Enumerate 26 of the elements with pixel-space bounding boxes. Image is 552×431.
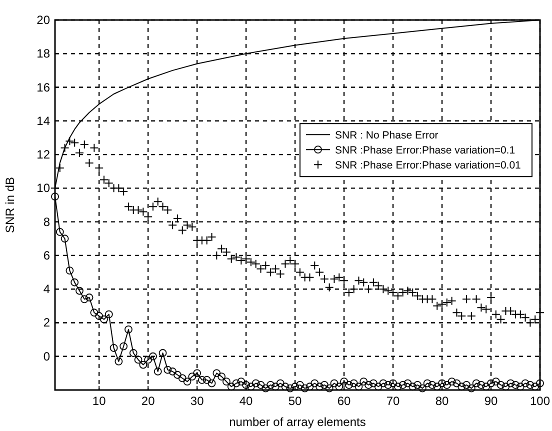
y-tick-label: 0: [43, 349, 50, 364]
legend-label: SNR :Phase Error:Phase variation=0.1: [335, 144, 516, 157]
y-tick-label: 14: [36, 114, 50, 128]
x-tick-label: 60: [337, 394, 352, 408]
x-tick-label: 90: [484, 394, 498, 408]
y-tick-label: 8: [43, 214, 50, 229]
y-tick-label: 12: [36, 148, 50, 162]
x-tick-label: 70: [386, 394, 400, 408]
legend-label: SNR :Phase Error:Phase variation=0.01: [335, 160, 522, 172]
y-tick-label: 10: [36, 181, 50, 196]
legend-label: SNR : No Phase Error: [335, 130, 439, 142]
y-tick-label: 18: [36, 46, 50, 61]
x-tick-label: 50: [288, 394, 302, 408]
x-axis-title: number of array elements: [229, 415, 366, 429]
x-tick-label: 30: [190, 394, 204, 408]
y-tick-label: 16: [36, 80, 50, 94]
x-tick-label: 40: [239, 394, 254, 408]
y-tick-label: 4: [43, 282, 50, 296]
x-tick-label: 80: [435, 394, 450, 408]
y-tick-label: 2: [43, 316, 50, 330]
y-tick-label: 20: [36, 13, 50, 27]
y-tick-label: 6: [43, 248, 50, 262]
x-tick-label: 100: [530, 394, 550, 408]
y-axis-title: SNR in dB: [3, 176, 17, 234]
x-tick-label: 10: [92, 394, 106, 408]
x-tick-label: 20: [141, 394, 156, 408]
